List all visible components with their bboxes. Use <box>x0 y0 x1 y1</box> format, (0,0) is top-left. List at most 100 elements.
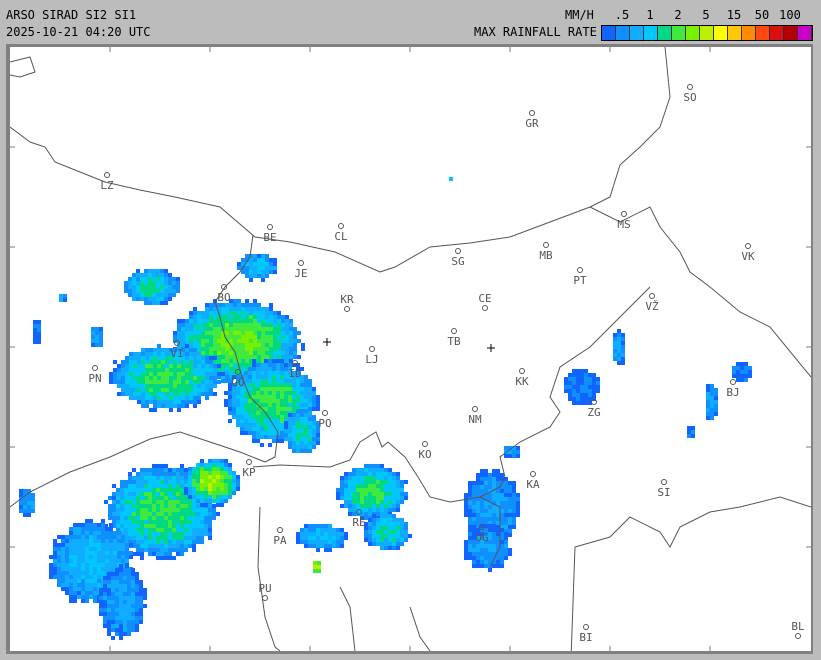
city-marker: LZ <box>100 172 114 192</box>
rain-cell <box>129 380 133 384</box>
rain-cell <box>168 492 172 496</box>
legend-swatch <box>728 26 742 40</box>
rain-cell <box>249 351 253 355</box>
rain-cell <box>81 531 85 535</box>
rain-cell <box>269 307 273 311</box>
rain-cell <box>189 331 193 335</box>
rain-cell <box>200 475 204 479</box>
rain-cell <box>168 281 172 285</box>
rain-cell <box>116 524 120 528</box>
rain-cell <box>268 359 272 363</box>
rain-cell <box>57 547 61 551</box>
rain-cell <box>748 374 752 378</box>
rain-cell <box>276 391 280 395</box>
rain-cell <box>148 508 152 512</box>
rain-cell <box>69 559 73 563</box>
rain-cell <box>710 384 714 388</box>
rain-cell <box>177 384 181 388</box>
rain-cell <box>103 612 107 616</box>
rain-cell <box>160 548 164 552</box>
rain-cell <box>160 524 164 528</box>
rain-cell <box>132 281 136 285</box>
rain-cell <box>472 556 476 560</box>
rain-cell <box>137 356 141 360</box>
rain-cell <box>135 604 139 608</box>
city-marker: VŽ <box>645 293 659 313</box>
rain-cell <box>516 450 520 454</box>
rain-cell <box>120 500 124 504</box>
rain-cell <box>152 484 156 488</box>
rain-cell <box>277 355 281 359</box>
city-marker: MB <box>539 242 553 262</box>
rain-cell <box>31 493 35 497</box>
rain-cell <box>508 548 512 552</box>
rain-cell <box>125 380 129 384</box>
rain-cell <box>706 384 710 388</box>
rain-cell <box>101 519 105 523</box>
rain-cell <box>127 592 131 596</box>
rain-cell <box>93 595 97 599</box>
rain-cell <box>288 399 292 403</box>
rain-cell <box>687 434 691 438</box>
rain-cell <box>209 307 213 311</box>
rain-cell <box>216 512 220 516</box>
rain-cell <box>284 425 288 429</box>
rain-cell <box>248 379 252 383</box>
rain-cell <box>77 531 81 535</box>
rain-cell <box>185 368 189 372</box>
rain-cell <box>308 429 312 433</box>
rain-cell <box>225 307 229 311</box>
rain-cell <box>145 396 149 400</box>
rain-cell <box>296 429 300 433</box>
rain-cell <box>177 408 181 412</box>
rain-cell <box>285 319 289 323</box>
rain-cell <box>123 604 127 608</box>
rain-cell <box>260 415 264 419</box>
rain-cell <box>476 564 480 568</box>
rain-cell <box>500 509 504 513</box>
rain-cell <box>213 347 217 351</box>
rain-cell <box>113 551 117 555</box>
rain-cell <box>500 489 504 493</box>
rain-cell <box>308 417 312 421</box>
rain-cell <box>119 564 123 568</box>
rain-cell <box>296 536 300 540</box>
rain-cell <box>232 491 236 495</box>
rain-cell <box>132 273 136 277</box>
rain-cell <box>85 579 89 583</box>
rain-cell <box>117 551 121 555</box>
rain-cell <box>261 315 265 319</box>
rain-cell <box>512 446 516 450</box>
rain-cell <box>37 332 41 336</box>
rain-cell <box>135 612 139 616</box>
rain-cell <box>77 535 81 539</box>
rain-cell <box>177 368 181 372</box>
rain-cell <box>197 396 201 400</box>
rain-cell <box>288 437 292 441</box>
rain-cell <box>197 319 201 323</box>
rain-cell <box>127 608 131 612</box>
rain-cell <box>261 347 265 351</box>
rain-cell <box>237 323 241 327</box>
rain-cell <box>289 323 293 327</box>
rain-cell <box>164 269 168 273</box>
rain-cell <box>144 512 148 516</box>
rain-cell <box>300 429 304 433</box>
rain-cell <box>496 521 500 525</box>
rain-cell <box>472 532 476 536</box>
rain-cell <box>368 538 372 542</box>
rain-cell <box>188 467 192 471</box>
rain-cell <box>127 572 131 576</box>
radar-map[interactable]: SO GR LZ BE CL MS MB VK SG JE PT BO KR CE VŽ TB VI LJ PN ID… <box>10 47 811 651</box>
rain-cell <box>508 501 512 505</box>
rain-cell <box>125 364 129 368</box>
rain-cell <box>112 500 116 504</box>
rain-cell <box>261 258 265 262</box>
rain-cell <box>209 347 213 351</box>
rain-cell <box>205 388 209 392</box>
rain-cell <box>376 496 380 500</box>
rain-cell <box>284 429 288 433</box>
rain-cell <box>588 393 592 397</box>
rain-cell <box>268 375 272 379</box>
rain-cell <box>139 608 143 612</box>
